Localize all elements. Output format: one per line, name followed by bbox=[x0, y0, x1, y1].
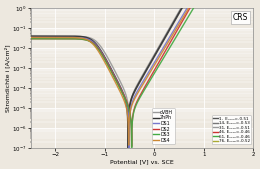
Text: CRS: CRS bbox=[232, 13, 248, 22]
X-axis label: Potential [V] vs. SCE: Potential [V] vs. SCE bbox=[110, 159, 174, 164]
Legend: 1,  Eₙₒₕₕ=-0.51, 14, Eₙₒₕₕ=-0.53, 31, Eₙₒₕₕ=-0.51, 46, Eₙₒₕₕ=-0.46, 61, Eₙₒₕₕ=-0: 1, Eₙₒₕₕ=-0.51, 14, Eₙₒₕₕ=-0.53, 31, Eₙₒ… bbox=[212, 115, 251, 144]
Y-axis label: Stromdichte i [A/cm²]: Stromdichte i [A/cm²] bbox=[5, 44, 11, 112]
